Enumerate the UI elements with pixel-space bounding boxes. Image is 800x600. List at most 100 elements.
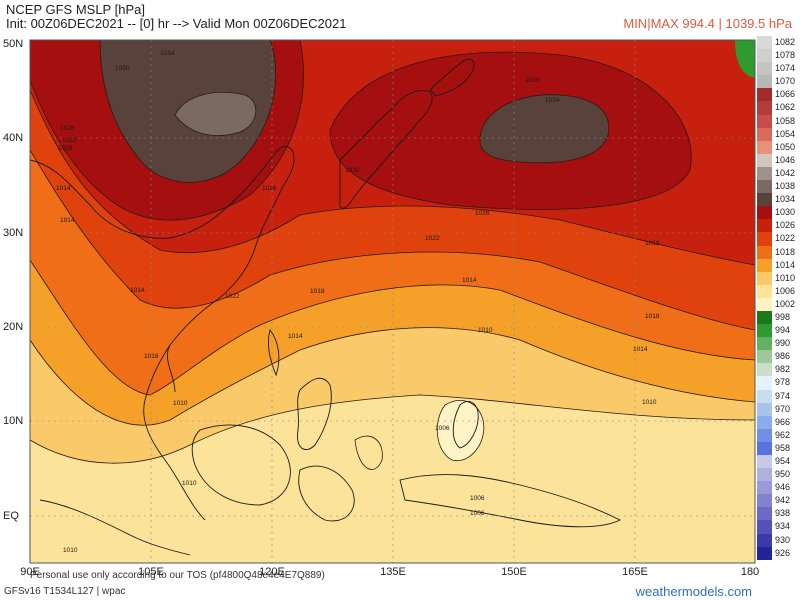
- legend-swatch: [757, 428, 772, 442]
- legend-item: 954: [756, 455, 800, 469]
- legend-swatch: [757, 193, 772, 207]
- lon-label: 105E: [138, 566, 164, 578]
- legend-item: 1002: [756, 297, 800, 311]
- legend-item: 1038: [756, 180, 800, 194]
- lon-label: 90E: [20, 566, 40, 578]
- contour-label: 1014: [633, 346, 648, 353]
- band-1034-east: [480, 94, 609, 163]
- contour-label: 1022: [62, 137, 77, 144]
- site-link[interactable]: weathermodels.com: [635, 584, 752, 599]
- legend-label: 1050: [775, 141, 796, 152]
- legend-item: 994: [756, 324, 800, 338]
- legend-swatch: [757, 520, 772, 534]
- legend-item: 990: [756, 337, 800, 351]
- legend-item: 1066: [756, 88, 800, 102]
- contour-label: 1030: [345, 167, 360, 174]
- legend-item: 1078: [756, 49, 800, 63]
- legend-label: 954: [775, 456, 791, 466]
- legend-swatch: [757, 402, 772, 416]
- contour-label: 1018: [144, 353, 159, 360]
- legend-swatch: [757, 546, 772, 560]
- init-time: Init: 00Z06DEC2021 -- [0] hr --> Valid M…: [6, 16, 347, 31]
- legend-label: 962: [775, 429, 791, 440]
- legend-label: 1018: [775, 246, 796, 257]
- contour-label: 1010: [173, 400, 188, 407]
- legend-swatch: [757, 441, 772, 455]
- contour-label: 1030: [525, 77, 540, 84]
- legend-label: 1082: [775, 37, 796, 47]
- band-1002: [437, 400, 484, 461]
- legend-item: 1030: [756, 206, 800, 220]
- legend-swatch: [757, 258, 772, 272]
- legend-swatch: [757, 88, 772, 102]
- legend-swatch: [757, 310, 772, 325]
- legend-item: 1046: [756, 153, 800, 167]
- legend-label: 1034: [775, 194, 796, 205]
- legend-label: 990: [775, 338, 791, 349]
- contour-label: 1014: [462, 277, 477, 284]
- lon-label: 150E: [501, 566, 527, 578]
- contour-label: 1026: [60, 125, 75, 132]
- legend-swatch: [757, 114, 772, 128]
- legend-swatch: [757, 376, 772, 390]
- tos-notice: Personal use only according to our TOS (…: [30, 570, 325, 581]
- legend-swatch: [757, 533, 772, 547]
- contour-label-layer: 1022 1014 1026 1030 1034 1018 1022 1018 …: [56, 50, 660, 554]
- legend-label: 1006: [775, 285, 796, 296]
- legend-swatch: [757, 350, 772, 364]
- contour-label: 1018: [310, 288, 325, 295]
- legend-label: 926: [775, 547, 791, 558]
- contour-label: 1026: [262, 185, 277, 192]
- legend-swatch: [757, 153, 772, 167]
- legend-item: 1006: [756, 284, 800, 298]
- legend-label: 930: [775, 534, 791, 545]
- legend-item: 966: [756, 415, 800, 429]
- legend-label: 950: [775, 469, 791, 480]
- contour-label: 1014: [60, 217, 75, 224]
- legend-swatch: [757, 232, 772, 246]
- legend-label: 1022: [775, 233, 796, 244]
- legend-swatch: [757, 36, 772, 50]
- isobar-lines: [30, 40, 755, 470]
- contour-label: 1010: [182, 480, 197, 487]
- contour-label: 1022: [225, 293, 240, 300]
- legend-label: 974: [775, 390, 791, 401]
- legend-label: 1078: [775, 50, 796, 61]
- legend-item: 942: [756, 494, 800, 508]
- legend-swatch: [757, 62, 772, 76]
- legend-label: 966: [775, 416, 791, 427]
- legend-swatch: [757, 166, 772, 181]
- legend-item: 962: [756, 428, 800, 442]
- legend-item: 970: [756, 402, 800, 416]
- legend-item: 1074: [756, 62, 800, 76]
- lat-label: 50N: [3, 38, 24, 50]
- legend-label: 1062: [775, 102, 796, 113]
- contour-label: 1006: [435, 425, 450, 432]
- legend-item: 1042: [756, 166, 800, 181]
- legend-label: 938: [775, 508, 791, 519]
- legend-item: 1070: [756, 75, 800, 89]
- map-title: NCEP GFS MSLP [hPa]: [6, 2, 145, 17]
- legend-item: 1010: [756, 271, 800, 285]
- legend-item: 1014: [756, 258, 800, 272]
- legend-label: 978: [775, 377, 791, 388]
- legend-swatch: [757, 271, 772, 285]
- legend-item: 1054: [756, 127, 800, 141]
- contour-label: 1014: [130, 287, 145, 294]
- legend-item: 998: [756, 310, 800, 325]
- legend-label: 1026: [775, 220, 796, 231]
- legend-swatch: [757, 389, 772, 403]
- contour-label: 1018: [58, 145, 73, 152]
- legend-label: 1054: [775, 128, 796, 139]
- legend-label: 942: [775, 495, 791, 506]
- legend-label: 1002: [775, 298, 796, 309]
- lat-label: 20N: [3, 321, 24, 333]
- contour-label: 1030: [115, 65, 130, 72]
- legend-item: 1034: [756, 193, 800, 207]
- legend-swatch: [757, 337, 772, 351]
- contour-label: 1018: [645, 313, 660, 320]
- contour-label: 1026: [475, 210, 490, 217]
- legend-label: 946: [775, 482, 791, 493]
- legend-label: 1066: [775, 89, 796, 100]
